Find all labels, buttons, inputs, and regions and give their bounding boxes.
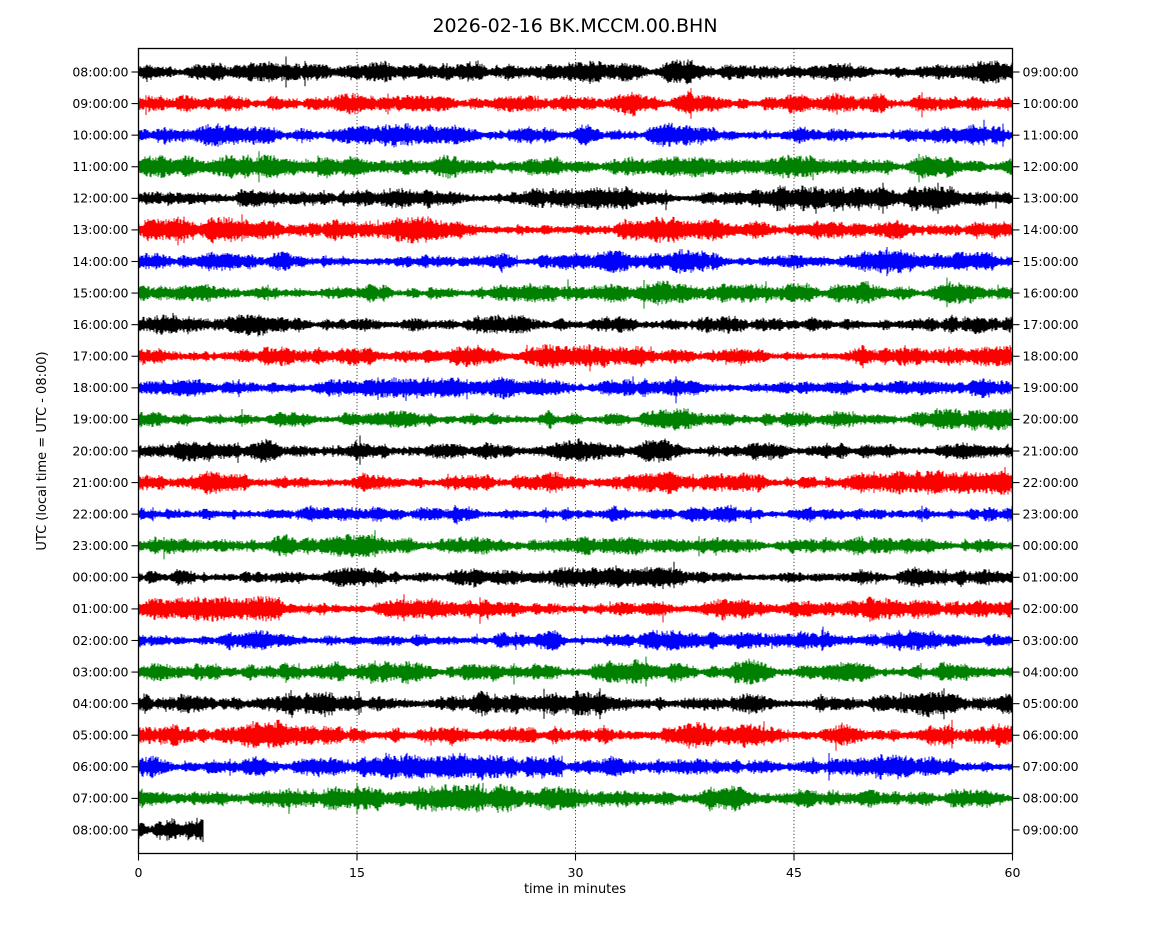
right-tick-label: 21:00:00 [1023, 443, 1079, 458]
left-tick-label: 11:00:00 [72, 159, 128, 174]
right-tick-label: 12:00:00 [1023, 159, 1079, 174]
right-tick-label: 03:00:00 [1023, 633, 1079, 648]
left-tick-label: 13:00:00 [72, 222, 128, 237]
right-ticks-group: 09:00:00 10:00:00 11:00:00 12:00:00 13:00:00… [1012, 64, 1079, 837]
right-tick-label: 16:00:00 [1023, 285, 1079, 300]
trace-row-11 [138, 151, 1013, 183]
right-tick-label: 07:00:00 [1023, 759, 1079, 774]
trace-row-23 [138, 530, 1013, 560]
x-tick-label-45: 45 [786, 865, 802, 880]
right-tick-label: 02:00:00 [1023, 601, 1079, 616]
right-tick-label: 23:00:00 [1023, 506, 1079, 521]
trace-row-04 [138, 688, 1013, 720]
chart-title: 2026-02-16 BK.MCCM.00.BHN [432, 15, 717, 37]
left-tick-label: 19:00:00 [72, 412, 128, 427]
left-tick-label: 23:00:00 [72, 538, 128, 553]
right-tick-label: 01:00:00 [1023, 570, 1079, 585]
x-tick-label-60: 60 [1005, 865, 1021, 880]
left-tick-label: 14:00:00 [72, 254, 128, 269]
right-tick-label: 05:00:00 [1023, 696, 1079, 711]
trace-row-07 [138, 782, 1013, 814]
right-tick-label: 14:00:00 [1023, 222, 1079, 237]
left-tick-label: 17:00:00 [72, 349, 128, 364]
y-axis-label: UTC (local time = UTC - 08:00) [35, 351, 50, 550]
right-tick-label: 17:00:00 [1023, 317, 1079, 332]
left-tick-label: 22:00:00 [72, 506, 128, 521]
trace-row-08 [138, 817, 204, 843]
left-tick-label: 08:00:00 [72, 822, 128, 837]
right-tick-label: 08:00:00 [1023, 791, 1079, 806]
right-tick-label: 09:00:00 [1023, 822, 1079, 837]
x-axis-label: time in minutes [524, 882, 626, 897]
plot-border [137, 47, 1014, 855]
x-ticks-group: 0 15 30 45 60 [135, 853, 1021, 880]
left-tick-label: 04:00:00 [72, 696, 128, 711]
left-tick-label: 10:00:00 [72, 127, 128, 142]
right-tick-label: 04:00:00 [1023, 664, 1079, 679]
left-tick-label: 03:00:00 [72, 664, 128, 679]
right-tick-label: 19:00:00 [1023, 380, 1079, 395]
right-tick-label: 15:00:00 [1023, 254, 1079, 269]
right-tick-label: 00:00:00 [1023, 538, 1079, 553]
right-tick-label: 20:00:00 [1023, 412, 1079, 427]
trace-row-16 [138, 312, 1013, 337]
left-tick-label: 01:00:00 [72, 601, 128, 616]
left-tick-label: 07:00:00 [72, 791, 128, 806]
right-tick-label: 18:00:00 [1023, 349, 1079, 364]
left-tick-label: 21:00:00 [72, 475, 128, 490]
left-tick-label: 09:00:00 [72, 96, 128, 111]
left-tick-label: 18:00:00 [72, 380, 128, 395]
right-tick-label: 10:00:00 [1023, 96, 1079, 111]
x-tick-label-0: 0 [135, 865, 143, 880]
left-tick-label: 02:00:00 [72, 633, 128, 648]
left-ticks-group: 08:00:00 09:00:00 10:00:00 11:00:00 12:00:00… [72, 64, 139, 837]
left-tick-label: 16:00:00 [72, 317, 128, 332]
left-tick-label: 20:00:00 [72, 443, 128, 458]
trace-row-19 [138, 408, 1013, 431]
trace-row-14 [138, 247, 1013, 277]
left-tick-label: 05:00:00 [72, 728, 128, 743]
left-tick-label: 06:00:00 [72, 759, 128, 774]
left-tick-label: 00:00:00 [72, 570, 128, 585]
left-tick-label: 08:00:00 [72, 64, 128, 79]
right-tick-label: 11:00:00 [1023, 127, 1079, 142]
right-tick-label: 09:00:00 [1023, 64, 1079, 79]
left-tick-label: 15:00:00 [72, 285, 128, 300]
x-tick-label-30: 30 [568, 865, 584, 880]
trace-row-01 [138, 594, 1013, 624]
left-tick-label: 12:00:00 [72, 191, 128, 206]
x-tick-label-15: 15 [349, 865, 365, 880]
right-tick-label: 22:00:00 [1023, 475, 1079, 490]
right-tick-label: 13:00:00 [1023, 191, 1079, 206]
right-tick-label: 06:00:00 [1023, 728, 1079, 743]
